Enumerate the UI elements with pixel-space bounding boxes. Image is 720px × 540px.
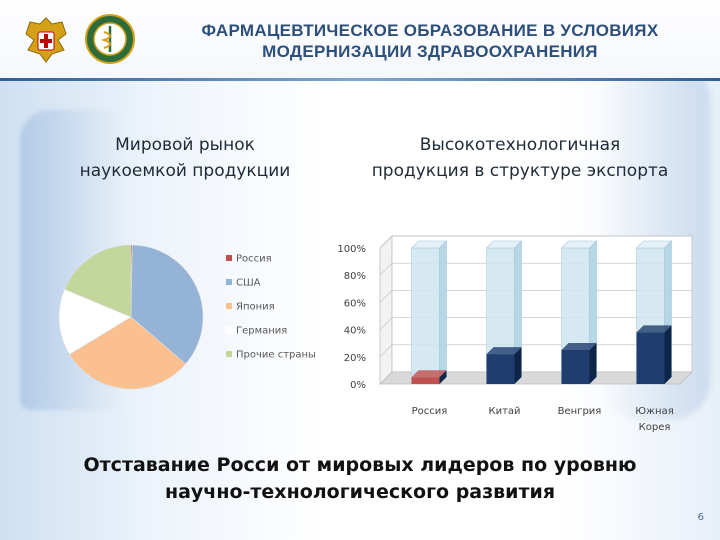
pie-slice-3 — [69, 316, 187, 390]
legend-swatch-5 — [226, 351, 232, 357]
export-bar-chart: 0% 20% 40% 60% 80% 100% Россия Китай Венгрия Южна… — [337, 235, 693, 433]
bar-value-top-1 — [411, 370, 447, 378]
y-tick-label: 40% — [344, 326, 366, 337]
conclusion-line2: научно-технологического развития — [164, 481, 556, 503]
page-number: 6 — [697, 512, 704, 523]
x-tick-label-2: Китай — [488, 406, 520, 417]
x-tick-label-4: Южная — [635, 406, 674, 417]
bar-value-top-4 — [636, 325, 672, 333]
legend-swatch-2 — [226, 279, 232, 285]
legend-swatch-1 — [226, 255, 232, 261]
left-caption-line1: Мировой рынок — [115, 135, 255, 155]
legend-swatch-3 — [226, 303, 232, 309]
pie-slice-4 — [58, 288, 132, 355]
y-tick-label: 100% — [337, 244, 366, 255]
right-caption: Высокотехнологичная продукция в структур… — [340, 132, 700, 184]
state-emblem-icon — [25, 17, 67, 63]
bar-value-top-2 — [486, 347, 522, 355]
slide-title-line1: ФАРМАЦЕВТИЧЕСКОЕ ОБРАЗОВАНИЕ В УСЛОВИЯХ — [201, 21, 659, 40]
bar-total-1 — [411, 247, 440, 385]
bar-value-side-2 — [514, 347, 522, 384]
bar-value-side-3 — [589, 343, 597, 384]
bar-value-2 — [486, 354, 515, 384]
x-tick-label-4: Корея — [639, 422, 671, 433]
y-tick-label: 60% — [344, 298, 366, 309]
pie-slice-5 — [64, 244, 132, 318]
x-tick-label-3: Венгрия — [558, 406, 602, 417]
pie-slice-2 — [130, 244, 204, 365]
legend-label-4: Германия — [236, 326, 287, 337]
y-tick-label: 80% — [344, 271, 366, 282]
gridline-5 — [379, 235, 692, 249]
left-caption: Мировой рынок наукоемкой продукции — [40, 132, 330, 184]
market-pie-chart: Россия США Япония Германия Прочие страны — [58, 244, 316, 390]
header-divider — [0, 78, 720, 81]
bar-value-1 — [411, 377, 440, 384]
y-tick-label: 0% — [350, 380, 366, 391]
conclusion-text: Отставание Росси от мировых лидеров по у… — [20, 452, 700, 506]
y-tick-label: 20% — [344, 353, 366, 364]
right-caption-line2: продукция в структуре экспорта — [371, 161, 669, 181]
legend-label-1: Россия — [236, 254, 272, 265]
slide-title-line2: МОДЕРНИЗАЦИИ ЗДРАВООХРАНЕНИЯ — [262, 42, 598, 61]
legend-label-3: Япония — [236, 302, 275, 313]
pharmacy-emblem-icon — [85, 14, 135, 64]
left-caption-line2: наукоемкой продукции — [79, 161, 291, 181]
legend-swatch-4 — [225, 326, 233, 334]
bar-value-top-3 — [561, 343, 597, 350]
right-caption-line1: Высокотехнологичная — [419, 135, 621, 155]
chart-side-wall — [379, 235, 393, 385]
conclusion-line1: Отставание Росси от мировых лидеров по у… — [83, 454, 637, 476]
legend-label-5: Прочие страны — [236, 350, 316, 361]
slide-title: ФАРМАЦЕВТИЧЕСКОЕ ОБРАЗОВАНИЕ В УСЛОВИЯХ … — [140, 20, 720, 62]
bar-value-4 — [636, 332, 665, 384]
bar-value-3 — [561, 350, 590, 384]
bar-value-side-1 — [439, 370, 447, 384]
legend-label-2: США — [236, 278, 261, 289]
x-tick-label-1: Россия — [412, 406, 448, 417]
bar-value-side-4 — [664, 325, 672, 384]
bar-total-side-1 — [439, 240, 447, 385]
